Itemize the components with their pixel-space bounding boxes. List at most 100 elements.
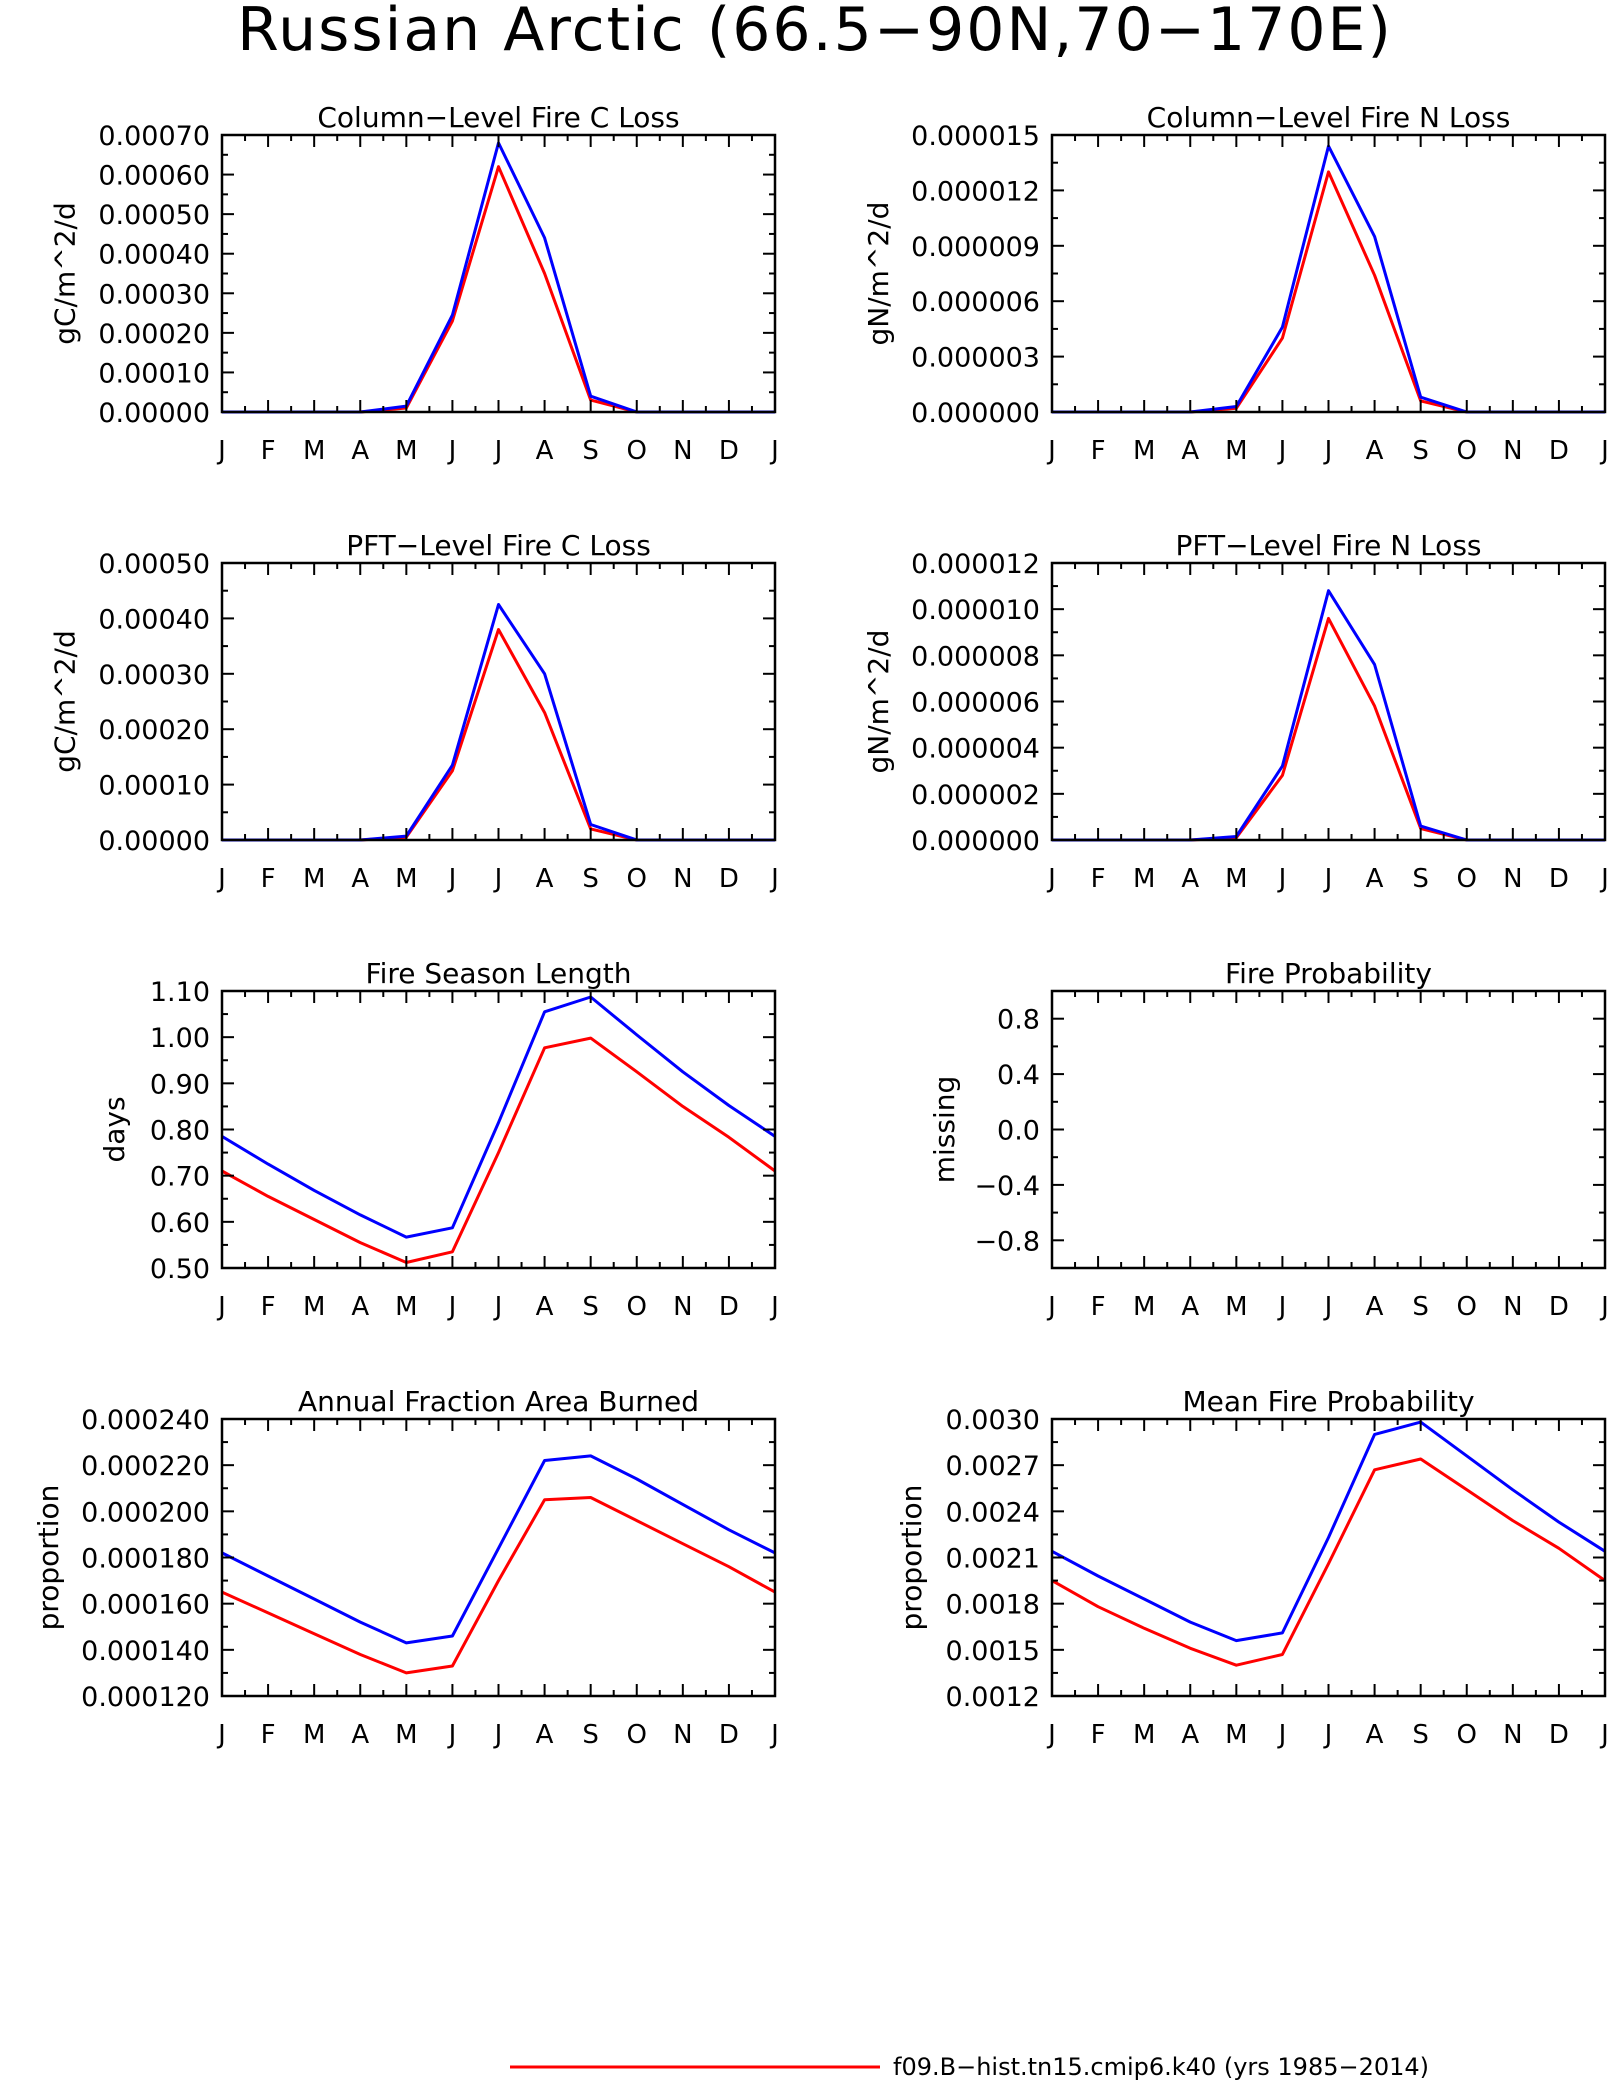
x-tick-label: J bbox=[1599, 1292, 1609, 1322]
x-tick-label: A bbox=[351, 436, 369, 466]
x-tick-label: N bbox=[1503, 1720, 1522, 1750]
x-tick-label: M bbox=[1133, 1720, 1155, 1750]
y-tick-label: 0.00060 bbox=[98, 161, 210, 192]
y-tick-label: 1.10 bbox=[150, 977, 210, 1008]
y-axis-label: gN/m^2/d bbox=[862, 202, 895, 346]
panel-title: Annual Fraction Area Burned bbox=[298, 1385, 699, 1418]
x-tick-label: A bbox=[351, 864, 369, 894]
x-tick-label: F bbox=[1091, 436, 1106, 466]
x-tick-label: S bbox=[1412, 436, 1429, 466]
x-tick-label: F bbox=[261, 1720, 276, 1750]
x-tick-label: J bbox=[1277, 1720, 1287, 1750]
x-tick-label: M bbox=[1225, 864, 1247, 894]
x-tick-label: M bbox=[395, 436, 417, 466]
series-line-blue bbox=[1052, 144, 1605, 414]
x-tick-label: O bbox=[1457, 864, 1477, 894]
x-tick-label: J bbox=[1323, 1292, 1333, 1322]
y-tick-label: 0.00040 bbox=[98, 604, 210, 635]
panel-title: Mean Fire Probability bbox=[1182, 1385, 1474, 1418]
y-tick-label: 0.00020 bbox=[98, 319, 210, 350]
x-tick-label: F bbox=[261, 864, 276, 894]
y-tick-label: 0.000004 bbox=[911, 734, 1040, 765]
x-tick-label: A bbox=[351, 1292, 369, 1322]
x-tick-label: M bbox=[303, 1720, 325, 1750]
y-tick-label: 0.60 bbox=[150, 1208, 210, 1239]
y-tick-label: 0.000120 bbox=[81, 1682, 210, 1713]
y-tick-label: −0.4 bbox=[974, 1171, 1040, 1202]
series-line-red bbox=[1052, 616, 1605, 842]
x-tick-label: J bbox=[1323, 864, 1333, 894]
panel-title: Column−Level Fire C Loss bbox=[317, 101, 679, 134]
y-tick-label: 0.000006 bbox=[911, 688, 1040, 719]
x-tick-label: O bbox=[1457, 1720, 1477, 1750]
y-tick-label: 0.000008 bbox=[911, 641, 1040, 672]
x-tick-label: N bbox=[673, 1720, 692, 1750]
x-tick-label: J bbox=[216, 436, 226, 466]
series-line-red bbox=[222, 628, 775, 842]
panel-title: Fire Probability bbox=[1225, 957, 1432, 990]
y-tick-label: 0.000000 bbox=[911, 398, 1040, 429]
x-tick-label: J bbox=[1046, 436, 1056, 466]
x-tick-label: M bbox=[303, 1292, 325, 1322]
x-tick-label: M bbox=[395, 1720, 417, 1750]
x-tick-label: M bbox=[395, 1292, 417, 1322]
y-tick-label: 0.000002 bbox=[911, 780, 1040, 811]
x-tick-label: J bbox=[447, 1292, 457, 1322]
y-tick-label: 0.000220 bbox=[81, 1451, 210, 1482]
y-tick-label: 0.00040 bbox=[98, 240, 210, 271]
y-axis-label: gC/m^2/d bbox=[49, 630, 82, 773]
y-axis-label: missing bbox=[928, 1076, 961, 1184]
x-tick-label: J bbox=[447, 864, 457, 894]
y-tick-label: 0.000140 bbox=[81, 1636, 210, 1667]
series-line-red bbox=[221, 1036, 776, 1264]
x-tick-label: D bbox=[1549, 864, 1569, 894]
y-tick-label: 0.0027 bbox=[946, 1451, 1040, 1482]
x-tick-label: J bbox=[1277, 436, 1287, 466]
y-tick-label: 0.0018 bbox=[946, 1590, 1040, 1621]
y-tick-label: 0.0024 bbox=[946, 1497, 1040, 1528]
x-tick-label: J bbox=[493, 1720, 503, 1750]
x-tick-label: M bbox=[1133, 436, 1155, 466]
x-tick-label: J bbox=[769, 864, 779, 894]
x-tick-label: M bbox=[395, 864, 417, 894]
plot-frame bbox=[1050, 989, 1607, 1270]
y-tick-label: 0.00020 bbox=[98, 715, 210, 746]
x-tick-label: J bbox=[216, 1292, 226, 1322]
y-tick-label: 1.00 bbox=[150, 1023, 210, 1054]
x-tick-label: J bbox=[769, 1292, 779, 1322]
series-line-blue bbox=[222, 141, 775, 414]
y-tick-label: 0.00070 bbox=[98, 121, 210, 152]
y-tick-label: 0.00030 bbox=[98, 660, 210, 691]
plot-frame bbox=[1050, 1417, 1607, 1698]
y-tick-label: 0.90 bbox=[150, 1069, 210, 1100]
y-tick-label: 0.0021 bbox=[946, 1544, 1040, 1575]
y-tick-label: 0.000012 bbox=[911, 549, 1040, 580]
x-tick-label: N bbox=[1503, 1292, 1522, 1322]
x-tick-label: A bbox=[351, 1720, 369, 1750]
series-line-blue bbox=[221, 1454, 776, 1645]
x-tick-label: F bbox=[1091, 864, 1106, 894]
series-line-blue bbox=[221, 995, 776, 1239]
x-tick-label: J bbox=[1277, 1292, 1287, 1322]
y-tick-label: 0.000003 bbox=[911, 343, 1040, 374]
y-tick-label: 0.0030 bbox=[946, 1405, 1040, 1436]
y-tick-label: 0.000200 bbox=[81, 1497, 210, 1528]
x-tick-label: A bbox=[1181, 1720, 1199, 1750]
x-tick-label: D bbox=[719, 1720, 739, 1750]
y-tick-label: 0.000160 bbox=[81, 1590, 210, 1621]
y-tick-label: 0.00010 bbox=[98, 771, 210, 802]
x-tick-label: J bbox=[769, 1720, 779, 1750]
series-line-red bbox=[1051, 1457, 1606, 1667]
x-tick-label: J bbox=[769, 436, 779, 466]
plot-frame bbox=[220, 989, 777, 1270]
x-tick-label: O bbox=[627, 1720, 647, 1750]
x-tick-label: D bbox=[1549, 436, 1569, 466]
x-tick-label: A bbox=[1181, 1292, 1199, 1322]
x-tick-label: J bbox=[1599, 864, 1609, 894]
x-tick-label: J bbox=[1323, 436, 1333, 466]
x-tick-label: D bbox=[719, 1292, 739, 1322]
y-tick-label: 0.000240 bbox=[81, 1405, 210, 1436]
x-tick-label: N bbox=[673, 864, 692, 894]
